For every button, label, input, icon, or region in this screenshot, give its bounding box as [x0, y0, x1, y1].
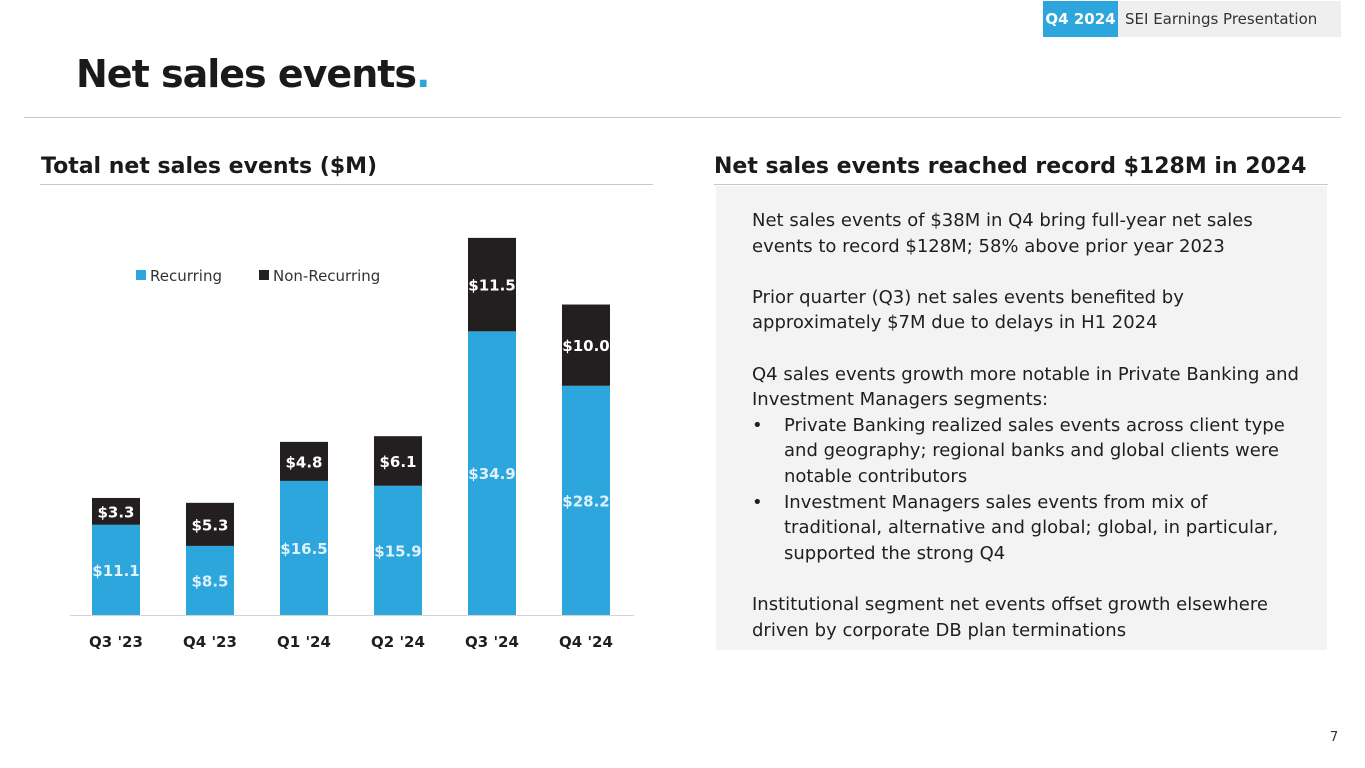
recurring-data-label: $8.5	[191, 572, 228, 590]
page-title-dot: .	[416, 52, 430, 96]
summary-paragraph: Prior quarter (Q3) net sales events bene…	[752, 286, 1184, 334]
summary-paragraph: Q4 sales events growth more notable in P…	[752, 363, 1299, 411]
legend-label-non-recurring: Non-Recurring	[273, 267, 380, 285]
bullet-text: Private Banking realized sales events ac…	[784, 414, 1285, 487]
summary-section-title: Net sales events reached record $128M in…	[714, 154, 1307, 179]
non-recurring-bar	[280, 441, 328, 481]
bullet-text: Investment Managers sales events from mi…	[784, 491, 1279, 564]
x-tick-label: Q4 '24	[559, 633, 613, 651]
non-recurring-data-label: $6.1	[379, 453, 416, 471]
non-recurring-data-label: $11.5	[468, 277, 515, 295]
chart-section-title: Total net sales events ($M)	[41, 154, 378, 179]
recurring-bar	[280, 480, 328, 615]
x-tick-label: Q3 '23	[89, 633, 143, 651]
non-recurring-bar	[468, 237, 516, 332]
x-tick-label: Q3 '24	[465, 633, 519, 651]
x-tick-label: Q2 '24	[371, 633, 425, 651]
recurring-bar	[374, 485, 422, 615]
non-recurring-bar	[562, 304, 610, 386]
legend-swatch-recurring	[136, 270, 146, 280]
bullet-marker: •	[752, 414, 763, 436]
summary-section-divider	[714, 184, 1328, 185]
net-sales-chart: $11.1 $3.3 Q3 '23 $8.5 $5.3 Q4 '23 $16.5 $4.8 Q1…	[70, 237, 634, 651]
summary-bullet: • Investment Managers sales events from m…	[752, 490, 1301, 567]
x-tick-label: Q4 '23	[183, 633, 237, 651]
non-recurring-data-label: $3.3	[97, 503, 134, 521]
legend-swatch-non-recurring	[259, 270, 269, 280]
non-recurring-data-label: $10.0	[562, 337, 609, 355]
summary-bullet-list: • Private Banking realized sales events a…	[752, 413, 1301, 567]
recurring-bar	[562, 385, 610, 615]
summary-paragraph: Institutional segment net events offset …	[752, 593, 1268, 641]
legend-label-recurring: Recurring	[150, 267, 222, 285]
recurring-data-label: $11.1	[92, 562, 139, 580]
header-presentation-title: SEI Earnings Presentation	[1118, 1, 1341, 37]
non-recurring-data-label: $4.8	[285, 453, 322, 471]
chart-section-divider	[40, 184, 653, 185]
title-divider	[24, 117, 1341, 118]
non-recurring-bar	[186, 502, 234, 546]
recurring-bar	[92, 524, 140, 615]
page-number: 7	[1330, 730, 1339, 745]
recurring-data-label: $34.9	[468, 465, 515, 483]
non-recurring-bar	[374, 436, 422, 486]
non-recurring-bar	[92, 497, 140, 525]
non-recurring-data-label: $5.3	[191, 516, 228, 534]
page-title: Net sales events.	[76, 52, 431, 96]
x-tick-label: Q1 '24	[277, 633, 331, 651]
recurring-bar	[468, 331, 516, 615]
summary-bullet: • Private Banking realized sales events a…	[752, 413, 1301, 490]
header-quarter-tag: Q4 2024	[1043, 1, 1118, 37]
recurring-bar	[186, 545, 234, 615]
recurring-data-label: $16.5	[280, 540, 327, 558]
summary-paragraph: Net sales events of $38M in Q4 bring ful…	[752, 210, 1253, 257]
recurring-data-label: $28.2	[562, 492, 609, 510]
summary-panel: Net sales events of $38M in Q4 bring ful…	[716, 186, 1327, 650]
bullet-marker: •	[752, 491, 763, 513]
page-title-text: Net sales events	[76, 52, 417, 96]
recurring-data-label: $15.9	[374, 542, 421, 560]
